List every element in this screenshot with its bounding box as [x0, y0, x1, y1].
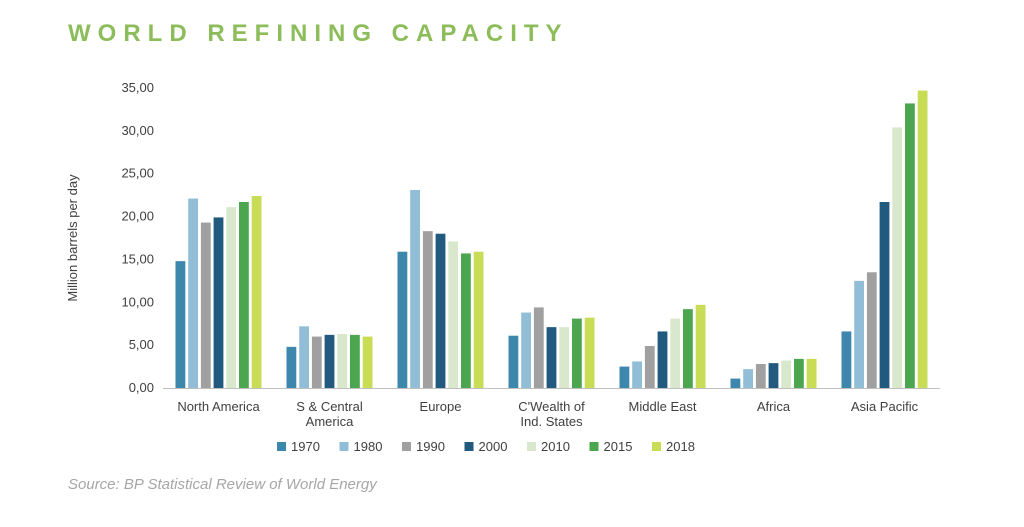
bar-2018	[473, 251, 484, 388]
y-tick-label: 0,00	[129, 380, 154, 395]
bar-1990	[866, 272, 877, 388]
bar-1980	[521, 312, 531, 388]
bar-1980	[188, 198, 198, 388]
x-tick-label: C'Wealth of	[518, 399, 585, 414]
bar-2018	[584, 317, 595, 388]
y-tick-label: 5,00	[129, 337, 154, 352]
legend-swatch-2015	[589, 442, 599, 451]
bar-1990	[422, 231, 433, 388]
legend-label-1990: 1990	[416, 439, 445, 454]
bar-2010	[337, 334, 348, 388]
bar-2015	[794, 358, 804, 388]
bar-1980	[299, 326, 309, 388]
bar-2000	[546, 327, 557, 388]
page-title: WORLD REFINING CAPACITY	[68, 20, 569, 47]
x-tick-label: America	[306, 414, 354, 429]
bar-2000	[435, 233, 446, 388]
bar-2018	[251, 196, 262, 388]
y-tick-label: 25,00	[121, 166, 154, 181]
x-tick-label: North America	[177, 399, 260, 414]
bar-1970	[841, 331, 852, 388]
bar-1990	[755, 364, 766, 388]
bar-2018	[917, 90, 928, 389]
y-tick-label: 10,00	[121, 294, 154, 309]
x-tick-label: Ind. States	[520, 414, 583, 429]
bar-1980	[854, 280, 864, 388]
bar-2015	[683, 309, 693, 388]
bar-2000	[324, 334, 335, 388]
bar-1970	[730, 378, 741, 388]
refining-capacity-chart: Million barrels per day 0,00 5,00 10,00 15,…	[65, 80, 940, 454]
bar-2010	[781, 360, 792, 388]
bar-1970	[175, 261, 186, 388]
x-tick-label: Africa	[757, 399, 791, 414]
y-tick-label: 35,00	[121, 80, 154, 95]
bar-2000	[879, 202, 890, 388]
legend-swatch-1980	[339, 442, 349, 451]
bar-1980	[632, 361, 642, 388]
legend-label-2010: 2010	[541, 439, 570, 454]
bar-2018	[806, 358, 817, 388]
legend-swatch-1970	[277, 442, 286, 451]
bar-1990	[200, 222, 211, 388]
bar-1990	[533, 307, 544, 388]
bar-1980	[410, 190, 420, 388]
bar-1980	[743, 369, 753, 388]
x-tick-label: Middle East	[629, 399, 697, 414]
legend-swatch-2018	[652, 442, 661, 451]
legend-swatch-1990	[402, 442, 411, 451]
bar-2015	[350, 334, 360, 388]
bar-2010	[559, 327, 570, 388]
legend-label-2000: 2000	[479, 439, 508, 454]
legend-label-2018: 2018	[666, 439, 695, 454]
bar-2015	[461, 253, 471, 388]
x-tick-label: Europe	[420, 399, 462, 414]
legend-label-2015: 2015	[604, 439, 633, 454]
legend-swatch-2010	[527, 442, 536, 451]
bar-1970	[508, 335, 519, 388]
bar-2015	[905, 103, 915, 388]
x-tick-label: S & Central	[296, 399, 363, 414]
bar-2010	[670, 318, 681, 388]
bar-2000	[657, 331, 668, 388]
bar-2000	[768, 363, 779, 388]
y-tick-label: 30,00	[121, 123, 154, 138]
x-tick-label: Asia Pacific	[851, 399, 919, 414]
y-tick-label: 20,00	[121, 209, 154, 224]
bar-2000	[213, 217, 224, 388]
y-axis-title: Million barrels per day	[65, 174, 80, 302]
bar-1970	[619, 366, 630, 388]
bar-1990	[644, 346, 655, 388]
bar-1970	[286, 346, 297, 388]
bar-1990	[311, 336, 322, 388]
legend-swatch-2000	[464, 442, 474, 451]
bar-1970	[397, 251, 408, 388]
bar-2010	[226, 207, 237, 388]
bar-2010	[448, 241, 459, 388]
bar-2015	[572, 318, 582, 388]
bar-2018	[695, 304, 706, 388]
legend-label-1980: 1980	[354, 439, 383, 454]
source-note: Source: BP Statistical Review of World E…	[68, 476, 377, 493]
legend-label-1970: 1970	[291, 439, 320, 454]
y-tick-label: 15,00	[121, 251, 154, 266]
bar-2018	[362, 336, 373, 388]
bar-2010	[892, 127, 903, 388]
bar-2015	[239, 202, 249, 388]
